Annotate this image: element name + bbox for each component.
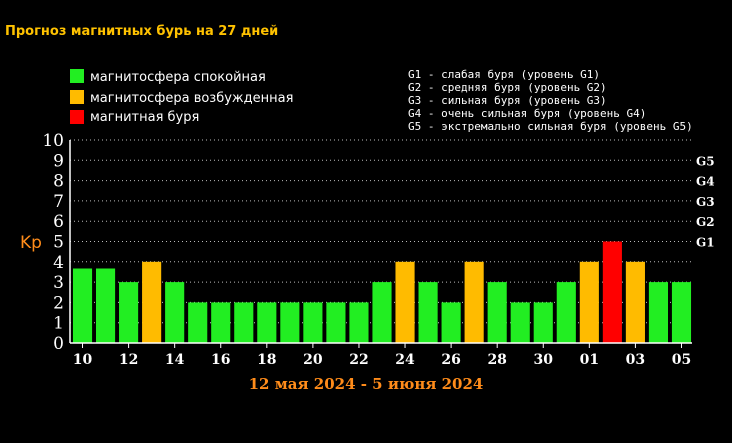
axes [69, 140, 692, 344]
g-level-4: G4 - очень сильная буря (уровень G4) [408, 107, 646, 120]
bar-26 [441, 302, 461, 343]
bar-21 [326, 302, 346, 343]
bar-02 [602, 241, 622, 343]
x-axis-date-range: 12 мая 2024 - 5 июня 2024 [249, 375, 484, 393]
x-tick-label: 01 [580, 352, 599, 368]
x-tick-label: 12 [119, 352, 138, 368]
y-tick-label: 4 [53, 253, 64, 273]
legend-swatch-excited [70, 90, 84, 104]
g-scale-label: G2 [696, 215, 715, 229]
g-scale-ticks: G1 G2 G3 G4 G5 [696, 154, 715, 249]
bar-04 [648, 282, 669, 343]
bar-16 [211, 302, 231, 343]
y-tick-label: 8 [53, 172, 64, 192]
g-scale-label: G1 [696, 236, 715, 250]
x-tick-label: 10 [73, 352, 93, 368]
chart-title: Прогноз магнитных бурь на 27 дней [5, 24, 278, 39]
legend-swatch-storm [70, 110, 84, 124]
bar-19 [280, 302, 300, 343]
bar-11 [95, 268, 116, 343]
bar-18 [257, 302, 277, 343]
legend-swatch-calm [70, 69, 84, 83]
g-levels-legend: G1 - слабая буря (уровень G1) G2 - средн… [408, 68, 693, 133]
x-tick-label: 30 [534, 352, 554, 368]
bar-15 [188, 302, 208, 343]
g-scale-label: G4 [696, 175, 715, 189]
x-tick-label: 26 [441, 352, 460, 368]
bar-24 [395, 261, 415, 343]
x-tick-label: 05 [672, 352, 691, 368]
y-axis-label: Kp [20, 233, 42, 253]
bar-23 [372, 282, 392, 343]
x-tick-label: 24 [395, 352, 415, 368]
y-tick-label: 0 [53, 334, 64, 354]
bar-17 [234, 302, 254, 343]
y-tick-label: 9 [53, 151, 64, 171]
x-tick-label: 28 [487, 352, 506, 368]
legend: магнитосфера спокойная магнитосфера возб… [70, 69, 293, 125]
x-tick-label: 14 [165, 352, 185, 368]
g-level-2: G2 - средняя буря (уровень G2) [408, 81, 607, 94]
x-tick-label: 16 [211, 352, 230, 368]
x-tick-label: 20 [303, 352, 323, 368]
y-tick-label: 6 [53, 212, 64, 232]
g-scale-label: G5 [696, 154, 715, 168]
y-tick-label: 5 [53, 233, 64, 253]
legend-label-storm: магнитная буря [90, 110, 199, 125]
bar-10 [72, 268, 93, 343]
bar-13 [142, 261, 162, 343]
legend-label-calm: магнитосфера спокойная [90, 70, 266, 85]
bar-05 [671, 282, 692, 343]
bar-31 [556, 282, 576, 343]
bar-14 [165, 282, 185, 343]
x-tick-label: 18 [257, 352, 276, 368]
x-ticks: 10 12 14 16 18 20 22 24 26 28 30 01 03 05 [73, 343, 691, 368]
y-tick-label: 2 [53, 293, 64, 313]
x-tick-label: 22 [349, 352, 368, 368]
bar-30 [533, 302, 553, 343]
x-tick-label: 03 [626, 352, 645, 368]
g-level-5: G5 - экстремально сильная буря (уровень … [408, 120, 693, 133]
legend-label-excited: магнитосфера возбужденная [90, 91, 293, 106]
bar-28 [487, 282, 507, 343]
bar-29 [510, 302, 530, 343]
bar-25 [418, 282, 438, 343]
bar-03 [625, 261, 645, 343]
bar-01 [579, 261, 599, 343]
bar-22 [349, 302, 369, 343]
g-level-1: G1 - слабая буря (уровень G1) [408, 68, 600, 81]
bar-12 [119, 282, 139, 343]
y-tick-label: 10 [42, 131, 64, 151]
y-tick-label: 7 [53, 192, 64, 212]
y-tick-label: 1 [53, 314, 64, 334]
g-level-3: G3 - сильная буря (уровень G3) [408, 94, 607, 107]
y-tick-label: 3 [53, 273, 64, 293]
bars [72, 241, 692, 343]
g-scale-label: G3 [696, 195, 715, 209]
bar-27 [464, 261, 484, 343]
bar-20 [303, 302, 323, 343]
